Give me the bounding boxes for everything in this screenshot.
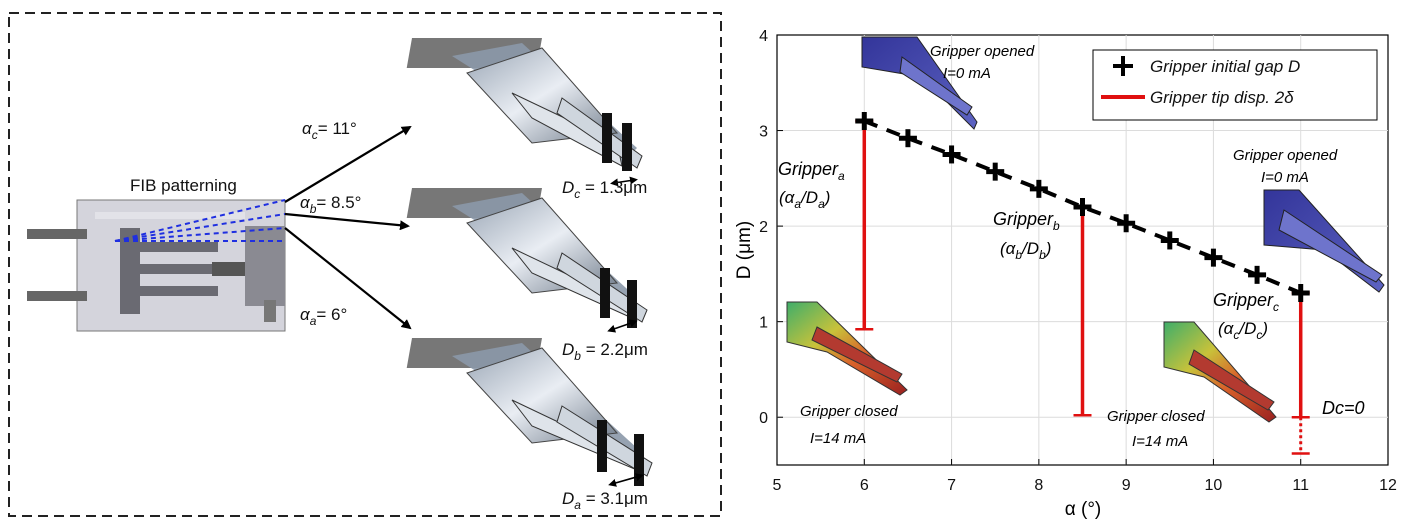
data-points [855,112,1310,302]
data-point [986,162,1005,181]
inset-closed-left [786,301,908,396]
data-point [1029,179,1048,198]
x-tick-label: 6 [860,477,869,494]
angle-b-label: αb= 8.5° [300,193,361,216]
inset-opened-right [1263,189,1385,293]
y-tick-label: 1 [759,315,768,332]
y-tick-label: 4 [759,28,768,45]
annot-closed-mid-2: I=14 mA [1132,433,1188,450]
annot-closed-left-1: Gripper closed [800,403,898,420]
data-point [1160,231,1179,250]
gap-b-label: Db = 2.2μm [562,340,648,363]
annot-gripper-b: Gripperb [993,209,1060,233]
y-axis-label: D (μm) [734,221,755,279]
annot-closed-left-2: I=14 mA [810,430,866,447]
gap-c-label: Dc = 1.3μm [562,178,647,201]
x-tick-label: 7 [947,477,956,494]
fib-lines [114,199,286,242]
actuator-schematic [27,199,286,332]
data-point [898,129,917,148]
data-point [855,112,874,130]
inset-opened-top [861,36,978,130]
y-tick-label: 0 [759,410,768,427]
legend-label-gap: Gripper initial gap D [1150,57,1300,76]
y-tick-label: 2 [759,219,768,236]
annot-gripper-a: Grippera [778,159,845,183]
annot-opened-right-2: I=0 mA [1261,169,1309,186]
annot-opened-top-2: I=0 mA [943,65,991,82]
angle-c-label: αc= 11° [302,119,357,142]
data-point [1248,265,1267,284]
legend-marker-gap [1113,56,1133,76]
legend-label-disp: Gripper tip disp. 2δ [1150,88,1294,107]
arrows [284,125,412,330]
annot-closed-mid-1: Gripper closed [1107,408,1205,425]
y-tick-label: 3 [759,124,768,141]
x-tick-label: 5 [773,477,782,494]
left-panel: FIB patterning αc= 11° αb= 8.5° αa= 6° [8,12,722,517]
x-tick-label: 12 [1379,477,1397,494]
annot-opened-top-1: Gripper opened [930,43,1035,60]
annot-gripper-c: Gripperc [1213,290,1279,314]
gripper-render-b [406,188,648,328]
annot-opened-right-1: Gripper opened [1233,147,1338,164]
gap-a-label: Da = 3.1μm [562,489,648,512]
annot-dc-zero: Dc=0 [1322,398,1365,418]
data-point [1291,284,1310,302]
data-point [1117,214,1136,233]
inset-closed-mid [1163,321,1277,423]
trend-line [863,119,1302,295]
angle-a-label: αa= 6° [300,305,347,328]
gap-arrow-c [610,176,638,187]
data-point [942,145,961,164]
x-tick-label: 11 [1292,477,1309,494]
gripper-render-c [406,38,643,171]
data-point [1073,198,1092,216]
gap-arrow-b [607,319,638,333]
gap-arrow-a [608,473,644,487]
annot-gripper-b-ratio: (αb/Db) [1000,239,1051,262]
x-tick-label: 9 [1122,477,1131,494]
annot-gripper-c-ratio: (αc/Dc) [1218,319,1268,342]
x-tick-label: 8 [1034,477,1043,494]
gripper-render-a [406,338,653,486]
dashed-border [8,12,722,517]
annot-gripper-a-ratio: (αa/Da) [779,188,830,211]
x-tick-label: 10 [1205,477,1223,494]
data-point [1204,248,1223,267]
x-axis-label: α (°) [1065,499,1102,520]
legend: Gripper initial gap D Gripper tip disp. … [1092,49,1378,121]
fib-label: FIB patterning [130,176,237,195]
